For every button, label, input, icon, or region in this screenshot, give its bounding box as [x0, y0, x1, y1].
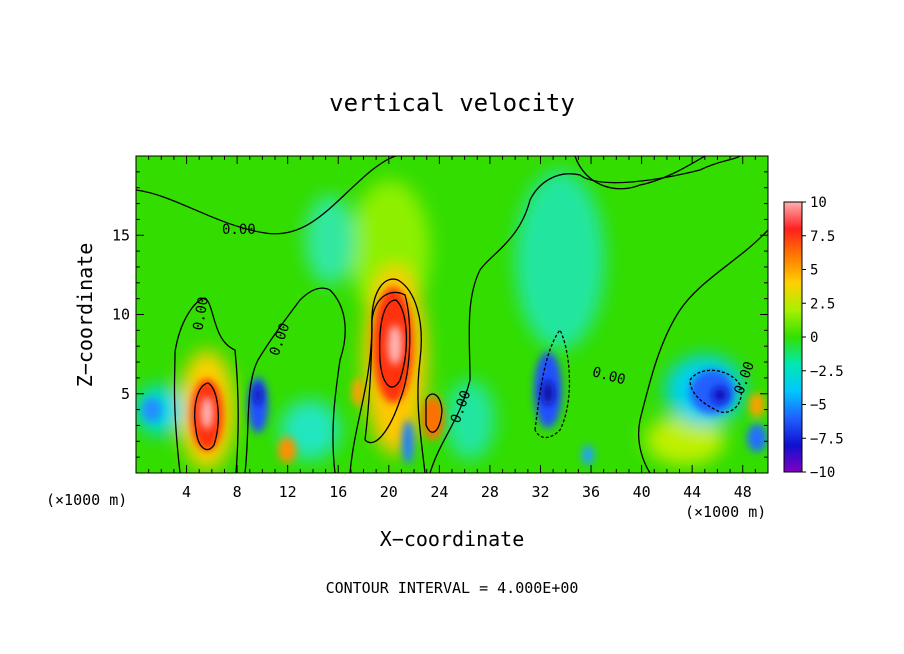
x-unit-left: (×1000 m) — [46, 491, 127, 509]
x-tick-label: 36 — [582, 483, 600, 501]
x-tick-label: 24 — [430, 483, 448, 501]
peak-darkblue-2 — [254, 385, 262, 405]
plot-area: 0.00 0.00 0.00 0.00 0.00 0.00 — [136, 156, 768, 473]
contour-zero-right-mass — [429, 156, 741, 473]
contour-lines — [136, 156, 768, 473]
contour-label-0: 0.00 — [222, 222, 256, 238]
contour-pos-c2 — [425, 393, 443, 433]
y-tick-label: 15 — [112, 226, 130, 244]
contour-zero-center — [349, 278, 426, 473]
contour-label-1: 0.00 — [190, 296, 212, 332]
x-tick-label: 44 — [683, 483, 701, 501]
colorbar-tick-label: 10 — [810, 195, 827, 211]
x-tick-label: 48 — [734, 483, 752, 501]
x-tick-label: 20 — [380, 483, 398, 501]
contour-pos-center — [379, 299, 408, 388]
contour-zero-upper-right — [574, 156, 706, 190]
core-orange-3 — [352, 378, 364, 406]
x-axis-label: X−coordinate — [380, 527, 525, 551]
contour-zero-left-cell-2 — [173, 351, 181, 473]
core-blue-3 — [690, 370, 734, 414]
x-tick-label: 40 — [633, 483, 651, 501]
x-tick-label: 28 — [481, 483, 499, 501]
core-blue-6 — [142, 398, 162, 422]
colorbar-gradient — [783, 201, 803, 473]
colorbar-tick-label: −5 — [810, 398, 827, 414]
colorbar-tick-label: 7.5 — [810, 229, 835, 245]
contour-zero-left-cell — [174, 297, 239, 473]
contour-zero-far-right — [638, 229, 768, 473]
contour-zero-mid — [244, 287, 346, 473]
contour-zero-upper — [136, 156, 397, 235]
colorbar-tick-label: 5 — [810, 263, 818, 279]
x-axis: 4 8 12 16 20 24 28 32 36 40 44 48 — [148, 156, 756, 501]
x-tick-label: 12 — [279, 483, 297, 501]
peak-darkblue-3 — [712, 387, 728, 403]
colorbar-tick-label: −10 — [810, 465, 835, 481]
contour-neg-right — [689, 369, 742, 413]
peak-pink-2 — [388, 325, 402, 365]
peak-pink-1 — [201, 397, 213, 429]
peak-darkblue-1 — [542, 381, 554, 405]
core-orange-2 — [278, 437, 296, 463]
x-tick-label: 4 — [182, 483, 191, 501]
core-blue-7 — [582, 445, 594, 465]
core-blue-5 — [402, 420, 414, 464]
contour-pos-center-outer — [364, 291, 411, 444]
chart-title: vertical velocity — [329, 89, 575, 117]
contour-interval-footer: CONTOUR INTERVAL = 4.000E+00 — [326, 579, 579, 597]
x-tick-label: 8 — [233, 483, 242, 501]
heatmap-peaks — [201, 325, 728, 429]
contour-pos-left — [194, 382, 219, 451]
colorbar-tick-label: −7.5 — [810, 431, 844, 447]
field-cyan-mid — [445, 380, 495, 460]
x-tick-label: 32 — [531, 483, 549, 501]
colorbar-tick-label: −2.5 — [810, 364, 844, 380]
field-yellow-halo-3 — [645, 415, 725, 465]
x-tick-label: 16 — [329, 483, 347, 501]
y-axis: 5 10 15 — [112, 171, 768, 458]
field-cyan-right — [515, 170, 605, 350]
core-blue-4 — [747, 424, 767, 452]
y-axis-label: Z−coordinate — [73, 243, 97, 388]
colorbar-ticks: 10 7.5 5 2.5 0 −2.5 −5 −7.5 −10 — [802, 195, 844, 481]
y-tick-label: 10 — [112, 306, 130, 324]
colorbar-tick-label: 2.5 — [810, 296, 835, 312]
core-orange-4 — [749, 393, 765, 417]
y-tick-label: 5 — [121, 385, 130, 403]
x-unit-right: (×1000 m) — [685, 503, 766, 521]
colorbar: 10 7.5 5 2.5 0 −2.5 −5 −7.5 −10 — [783, 195, 844, 481]
contour-neg-center — [534, 328, 571, 439]
colorbar-tick-label: 0 — [810, 330, 818, 346]
